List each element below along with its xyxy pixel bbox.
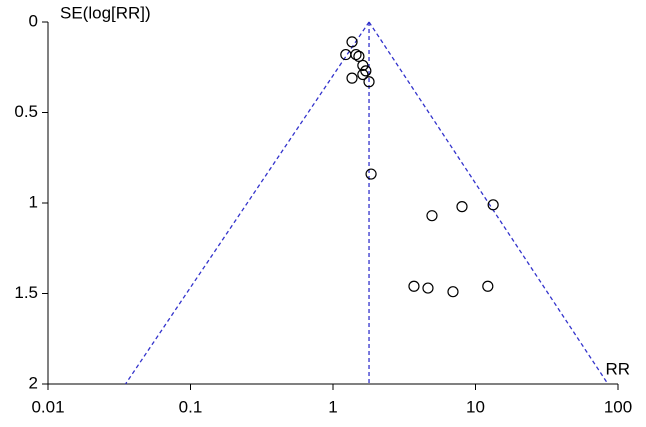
x-tick-label: 100: [604, 397, 632, 416]
point: [346, 36, 358, 48]
point: [350, 48, 362, 61]
point: [487, 199, 499, 211]
y-tick-label: 2: [29, 373, 38, 392]
point: [357, 59, 369, 72]
y-tick-label: 1: [29, 192, 38, 211]
y-tick-label: 0: [29, 11, 38, 30]
x-tick-label: 10: [466, 397, 485, 416]
x-axis-label: RR: [605, 359, 630, 378]
point: [357, 68, 369, 81]
point: [456, 201, 468, 213]
y-axis-label: SE(log[RR]): [60, 3, 151, 22]
funnel-line: [124, 21, 370, 385]
point: [363, 76, 375, 88]
point: [340, 48, 352, 61]
y-tick-label: 0.5: [14, 102, 38, 121]
x-tick-label: 1: [328, 397, 337, 416]
point: [353, 50, 365, 62]
y-tick-label: 1.5: [14, 283, 38, 302]
point: [482, 280, 494, 292]
point: [365, 168, 377, 180]
point: [447, 286, 459, 298]
point: [408, 280, 420, 292]
point: [346, 72, 358, 84]
point: [422, 282, 434, 294]
x-tick-label: 0.1: [179, 397, 203, 416]
funnel-line: [368, 21, 609, 385]
x-tick-label: 0.01: [31, 397, 64, 416]
point: [426, 210, 438, 222]
point: [360, 65, 372, 77]
